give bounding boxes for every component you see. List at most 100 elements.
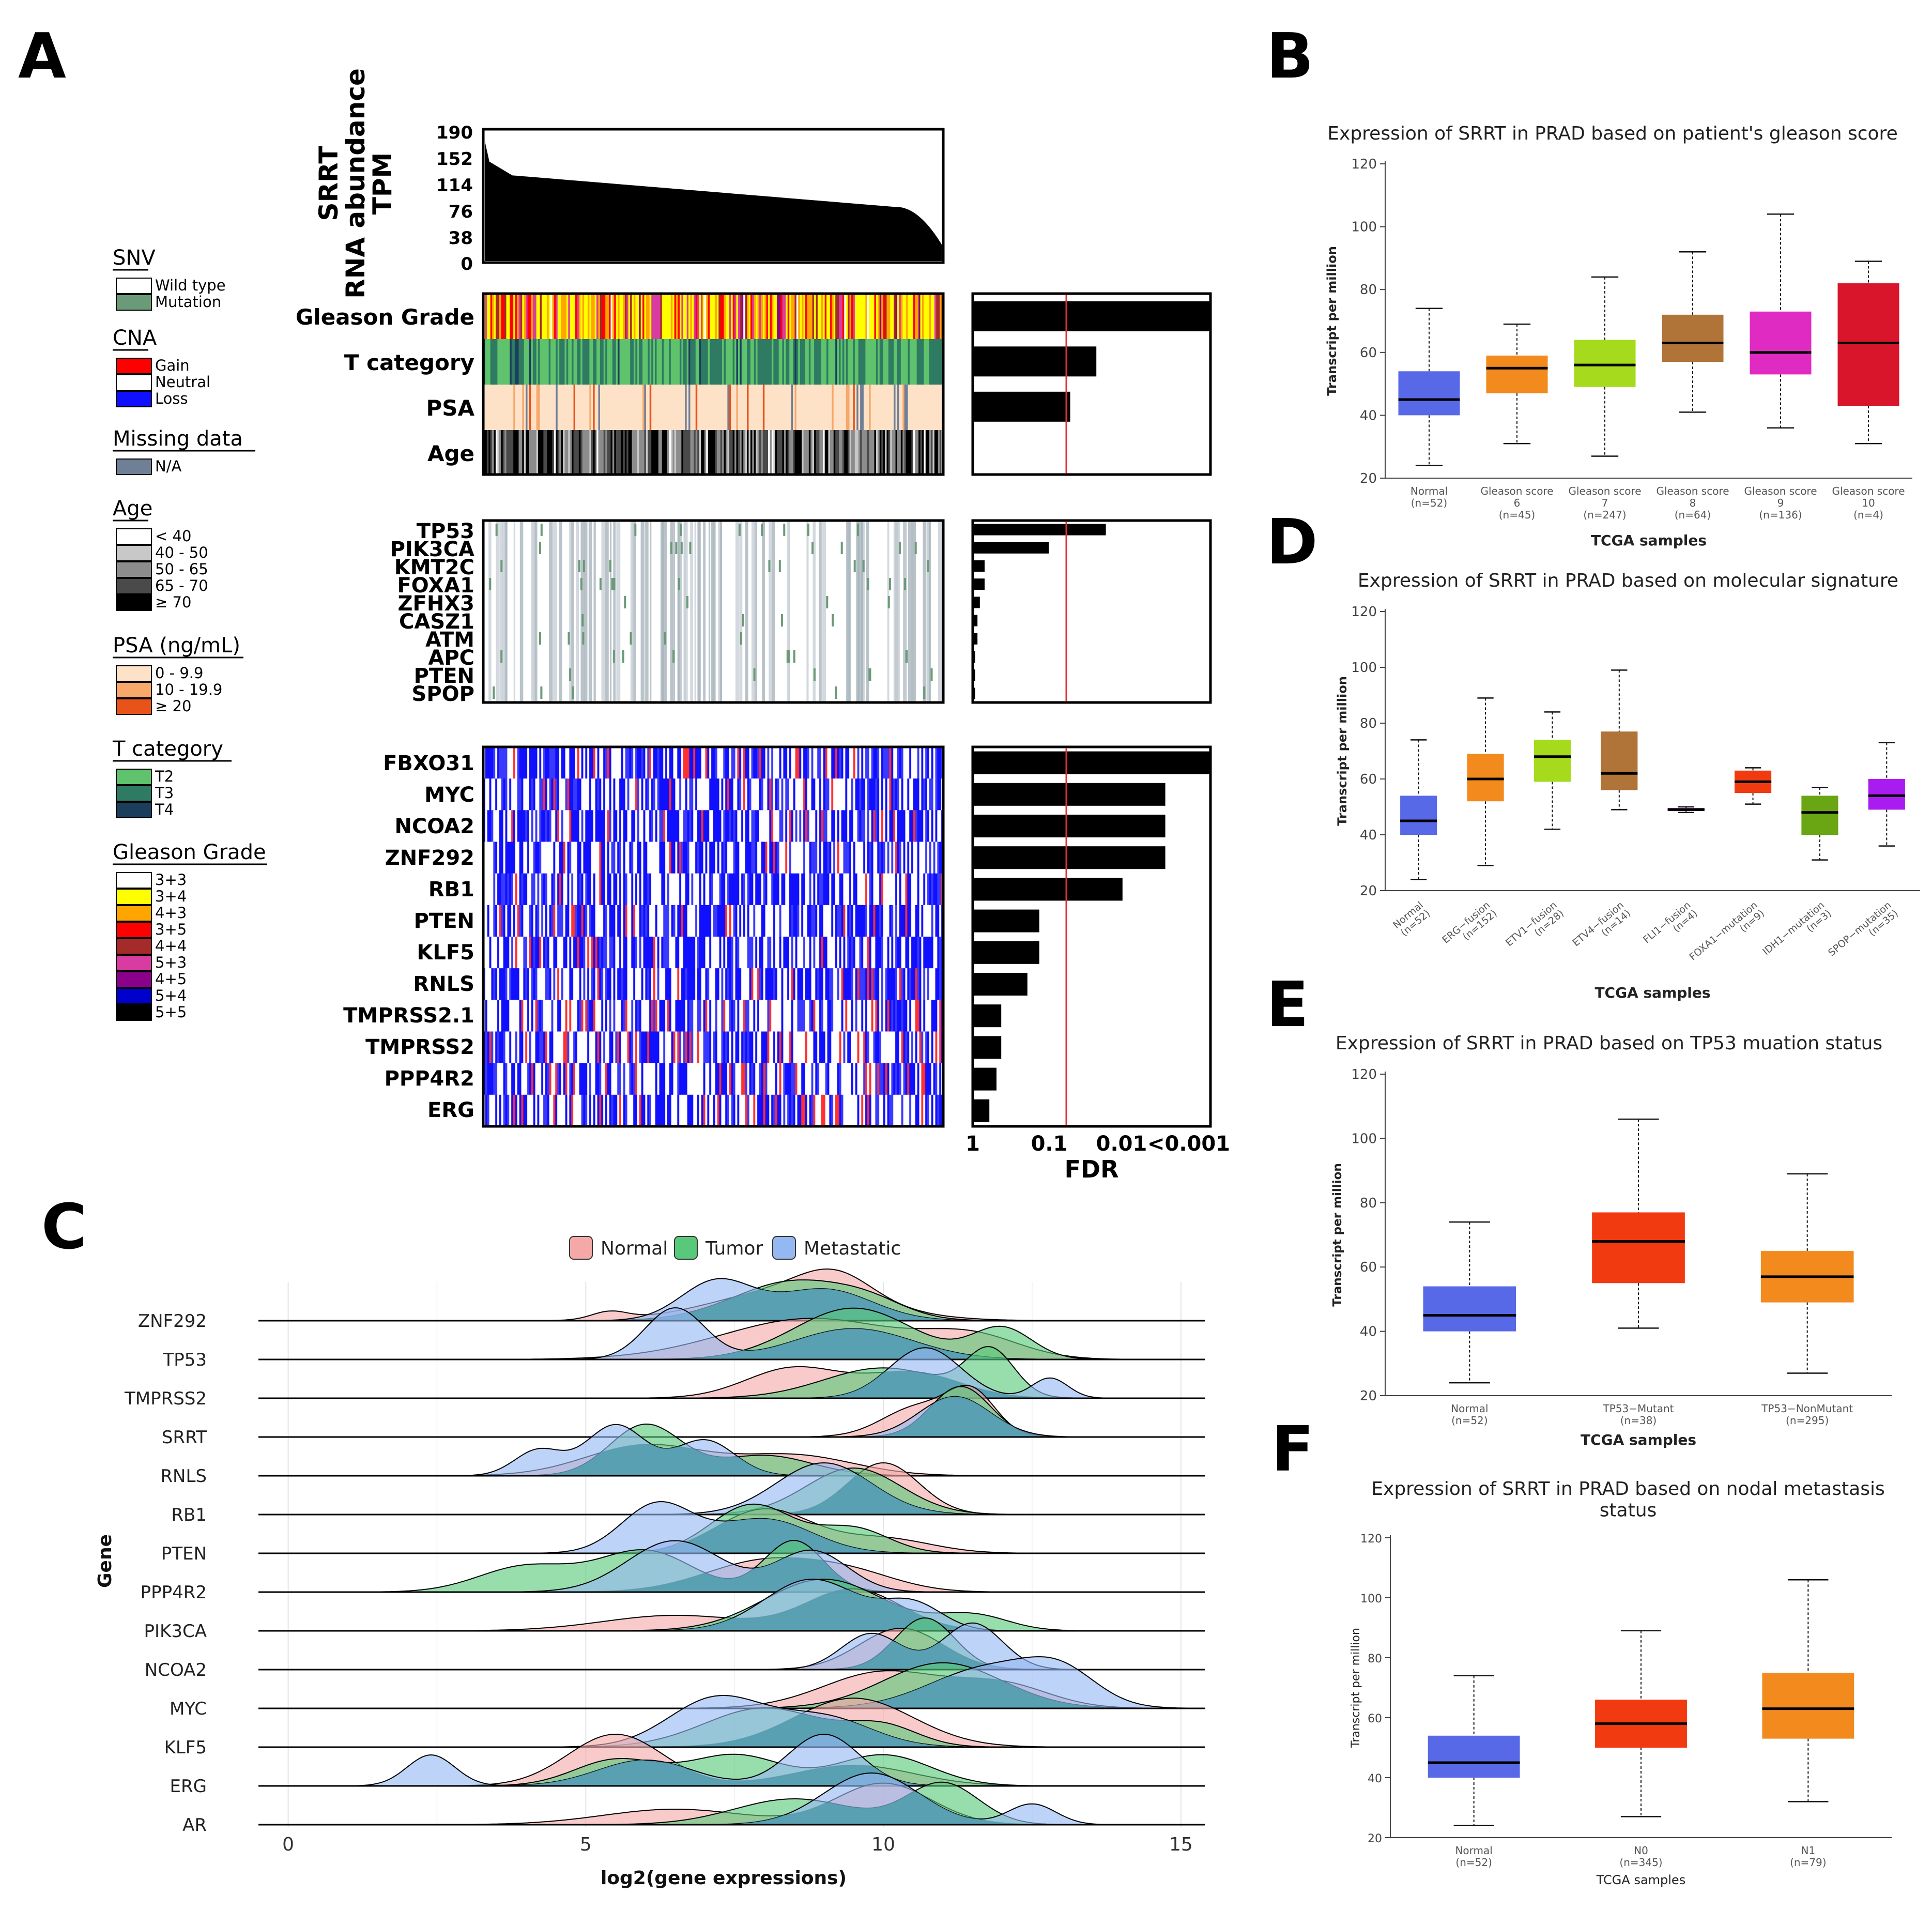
cna-cell [689,810,692,843]
clinical-cell [572,294,574,339]
cna-cell [729,1094,732,1127]
cna-cell [895,810,898,843]
cna-cell [761,905,764,937]
clinical-cell [810,294,813,339]
clinical-cell [748,430,751,475]
fdr-bar [973,633,978,645]
clinical-cell [756,385,758,430]
cna-cell [933,968,936,1000]
cna-cell [679,778,682,811]
cna-cell [503,778,506,811]
cna-cell [725,1094,728,1127]
clinical-cell [510,294,512,339]
legend-label: Wild type [155,277,226,294]
clinical-cell [756,339,758,385]
clinical-cell [915,294,917,339]
clinical-cell [603,339,606,385]
cna-cell [549,905,552,937]
cna-cell [697,1094,700,1127]
cna-cell [633,778,636,811]
cna-cell [867,810,870,843]
ridge-gene-label: KLF5 [164,1737,207,1758]
cna-cell [649,937,652,969]
cna-cell [729,810,732,843]
cna-cell [537,937,540,969]
cna-cell [851,1063,854,1095]
cna-cell [777,1000,780,1032]
clinical-cell [596,294,599,339]
cna-cell [917,873,920,906]
cna-cell [607,873,610,906]
cna-cell [811,842,814,874]
clinical-cell [932,385,935,430]
clinical-cell [520,385,523,430]
legend-title: CNA [113,326,157,350]
clinical-cell [609,385,611,430]
cna-cell [877,842,880,874]
cna-cell [875,1094,878,1127]
clinical-cell [927,385,930,430]
clinical-cell [807,385,809,430]
cna-cell [521,968,524,1000]
ridge-gene-label: NCOA2 [145,1660,207,1680]
cna-cell [555,873,558,906]
cna-cell [495,968,498,1000]
cna-cell [553,1094,556,1127]
cna-cell [895,1094,898,1127]
cna-cell [917,1000,920,1032]
cna-cell [657,1031,660,1064]
cna-cell [745,747,748,779]
cna-cell [507,778,510,811]
cna-cell [701,968,704,1000]
clinical-cell [655,339,657,385]
cna-cell [845,968,848,1000]
cna-cell [587,842,590,874]
cna-cell [803,1063,806,1095]
cna-cell [917,1063,920,1095]
cna-cell [623,873,626,906]
clinical-cell [840,385,843,430]
clinical-cell [902,339,905,385]
cna-cell [903,778,906,811]
clinical-cell [782,385,785,430]
clinical-cell [520,294,523,339]
clinical-cell [690,294,693,339]
boxplot-category-label: SPOP−mutation(n=35) [1826,899,1900,958]
cna-cell [837,1094,840,1127]
cna-cell [789,1000,792,1032]
clinical-cell [894,339,896,385]
cna-cell [619,937,622,969]
clinical-cell [794,294,797,339]
cna-cell [639,810,642,843]
cna-cell [905,1000,908,1032]
cna-cell [935,1031,938,1064]
cna-cell [793,1094,796,1127]
cna-cell [715,778,718,811]
cna-cell [639,747,642,779]
cna-cell [655,842,658,874]
clinical-cell [630,385,633,430]
cna-cell [559,1094,562,1127]
clinical-cell [492,430,495,475]
clinical-cell [556,339,558,385]
clinical-cell [584,385,587,430]
cna-cell [731,1000,734,1032]
boxplot-category-name: 7 [1602,497,1608,509]
cna-cell [789,937,792,969]
cna-cell [585,810,588,843]
cna-cell [689,1031,692,1064]
clinical-cell [741,294,744,339]
cna-cell [609,810,612,843]
cna-cell [509,810,512,843]
cna-cell [707,810,710,843]
cna-cell [627,905,630,937]
clinical-cell [874,385,877,430]
cna-cell [779,905,782,937]
cna-cell [693,937,696,969]
cna-cell [817,810,820,843]
cna-fdr-frame [971,745,1212,1128]
cna-cell [703,810,706,843]
cna-cell [619,810,622,843]
cna-cell [653,905,656,937]
